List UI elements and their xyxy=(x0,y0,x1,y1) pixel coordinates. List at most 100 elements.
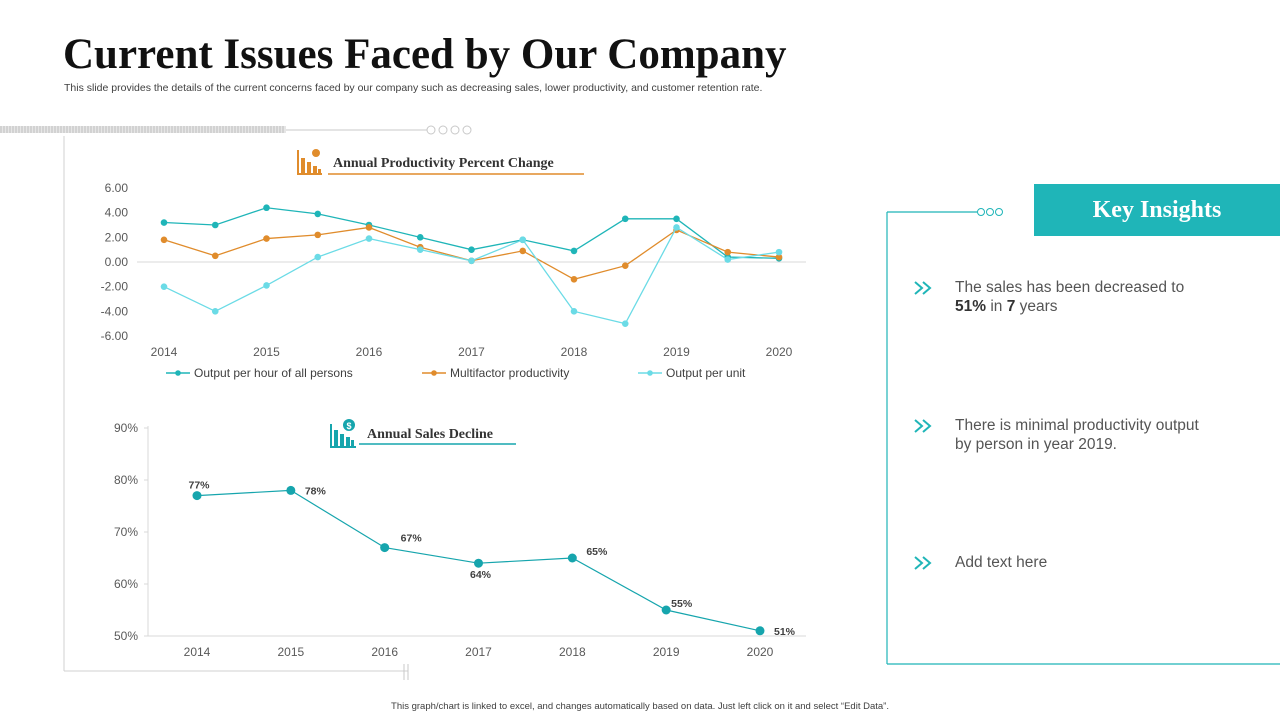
chart2-data-point[interactable] xyxy=(286,485,296,495)
insights-panel-frame xyxy=(886,208,1280,665)
productivity-chart[interactable]: Annual Productivity Percent Change 6.00 4… xyxy=(101,149,806,380)
chart1-data-point[interactable] xyxy=(724,248,732,256)
insight-item-1: The sales has been decreased to 51% in 7… xyxy=(913,278,1243,316)
chart1-data-point[interactable] xyxy=(365,235,373,242)
chart1-data-point[interactable] xyxy=(570,308,578,315)
chart1-data-point[interactable] xyxy=(211,252,219,260)
chart1-series-2[interactable] xyxy=(160,224,783,283)
chart1-series-3[interactable] xyxy=(160,224,783,327)
chart2-series-sales[interactable]: 77% 78% 67% 64% 65% 55% 51% xyxy=(188,480,795,638)
sales-chart[interactable]: $ Annual Sales Decline 90% 80% 70% 60% 50% 2… xyxy=(114,419,806,659)
chart1-y-tick: -2.00 xyxy=(101,280,129,294)
chart2-data-label: 51% xyxy=(774,626,796,638)
chart1-legend: Output per hour of all persons Multifacto… xyxy=(166,366,746,380)
chart1-x-tick: 2019 xyxy=(663,345,690,359)
chart2-y-tick: 60% xyxy=(114,577,138,591)
chart1-x-tick: 2015 xyxy=(253,345,280,359)
chart1-data-point[interactable] xyxy=(211,221,219,229)
chart2-x-tick: 2019 xyxy=(653,645,680,659)
chart2-data-point[interactable] xyxy=(661,605,671,615)
chart2-data-label: 67% xyxy=(401,533,423,545)
chart1-series-1[interactable] xyxy=(160,204,783,262)
slide-subtitle: This slide provides the details of the c… xyxy=(64,82,763,94)
chart1-data-point[interactable] xyxy=(263,282,270,289)
chart1-data-point[interactable] xyxy=(621,262,629,270)
chart2-data-label: 77% xyxy=(188,480,210,492)
chart1-title-group: Annual Productivity Percent Change xyxy=(297,149,584,175)
chart1-data-point[interactable] xyxy=(468,257,475,265)
legend-swatch-marker xyxy=(175,370,181,376)
chart1-data-point[interactable] xyxy=(416,246,424,253)
chart2-y-tick: 50% xyxy=(114,629,138,643)
svg-text:$: $ xyxy=(346,421,351,431)
legend-label: Multifactor productivity xyxy=(450,366,569,380)
chart2-title: Annual Sales Decline xyxy=(367,427,493,442)
dollar-bar-chart-icon: $ xyxy=(330,419,356,448)
chart1-x-tick: 2020 xyxy=(766,345,793,359)
chart1-data-point[interactable] xyxy=(263,204,270,212)
chart1-y-tick: 2.00 xyxy=(105,230,129,244)
chart1-y-tick: -4.00 xyxy=(101,304,129,318)
insight-item-2: There is minimal productivity output by … xyxy=(913,416,1243,454)
chart2-data-label: 65% xyxy=(586,546,608,558)
chart1-x-tick: 2016 xyxy=(356,345,383,359)
chart1-data-point[interactable] xyxy=(724,256,732,263)
chart1-data-point[interactable] xyxy=(621,215,629,223)
legend-label: Output per unit xyxy=(666,366,746,380)
chart2-y-tick: 70% xyxy=(114,525,138,539)
double-chevron-icon xyxy=(914,556,932,570)
chart1-data-point[interactable] xyxy=(519,247,527,255)
declining-bar-chart-icon xyxy=(297,149,322,175)
chart2-x-tick: 2015 xyxy=(277,645,304,659)
chart1-y-tick: -6.00 xyxy=(101,329,129,343)
chart1-data-point[interactable] xyxy=(775,253,783,261)
chart2-x-tick: 2018 xyxy=(559,645,586,659)
chart1-data-point[interactable] xyxy=(263,235,270,242)
insight-text-2: There is minimal productivity output by … xyxy=(955,417,1199,453)
chart1-data-point[interactable] xyxy=(519,236,527,244)
chart1-y-tick: 6.00 xyxy=(105,181,129,195)
insight-text-1: The sales has been decreased to 51% in 7… xyxy=(955,279,1185,315)
chart1-data-point[interactable] xyxy=(621,320,629,327)
chart1-data-point[interactable] xyxy=(570,247,578,255)
chart1-data-point[interactable] xyxy=(211,308,219,315)
chart1-data-point[interactable] xyxy=(468,246,475,253)
chart1-data-point[interactable] xyxy=(160,283,168,290)
chart1-data-point[interactable] xyxy=(314,253,322,261)
chart2-data-point[interactable] xyxy=(755,626,765,636)
insight-text-3: Add text here xyxy=(955,554,1048,571)
chart1-data-point[interactable] xyxy=(673,224,680,231)
chart2-x-tick: 2016 xyxy=(371,645,398,659)
chart1-data-point[interactable] xyxy=(365,224,373,231)
chart1-data-point[interactable] xyxy=(416,234,424,241)
legend-label: Output per hour of all persons xyxy=(194,366,353,380)
chart1-data-point[interactable] xyxy=(314,210,322,218)
footer-note: This graph/chart is linked to excel, and… xyxy=(391,701,889,712)
decorative-frame xyxy=(0,125,472,680)
chart1-data-point[interactable] xyxy=(570,275,578,283)
chart2-data-label: 78% xyxy=(305,485,327,497)
chart1-x-tick: 2017 xyxy=(458,345,485,359)
legend-swatch-marker xyxy=(647,370,653,376)
chart2-data-point[interactable] xyxy=(567,553,577,563)
chart1-y-tick: 0.00 xyxy=(105,255,129,269)
chart1-data-point[interactable] xyxy=(160,236,168,244)
chart1-series-line xyxy=(163,226,780,280)
chart1-data-point[interactable] xyxy=(673,215,680,223)
insight-item-3: Add text here xyxy=(913,553,1243,572)
chart1-title: Annual Productivity Percent Change xyxy=(333,156,554,171)
chart1-x-tick: 2018 xyxy=(561,345,588,359)
chart2-data-point[interactable] xyxy=(380,543,390,553)
chart2-x-tick: 2017 xyxy=(465,645,492,659)
chart2-y-tick: 90% xyxy=(114,421,138,435)
chart2-x-tick: 2014 xyxy=(184,645,211,659)
chart1-x-tick: 2014 xyxy=(151,345,178,359)
chart1-data-point[interactable] xyxy=(314,231,322,239)
chart2-data-label: 64% xyxy=(470,569,492,581)
chart1-data-point[interactable] xyxy=(160,219,168,226)
chart1-data-point[interactable] xyxy=(775,248,783,256)
chart2-data-point[interactable] xyxy=(192,491,202,501)
chart2-y-tick: 80% xyxy=(114,473,138,487)
chart2-data-point[interactable] xyxy=(474,558,483,568)
